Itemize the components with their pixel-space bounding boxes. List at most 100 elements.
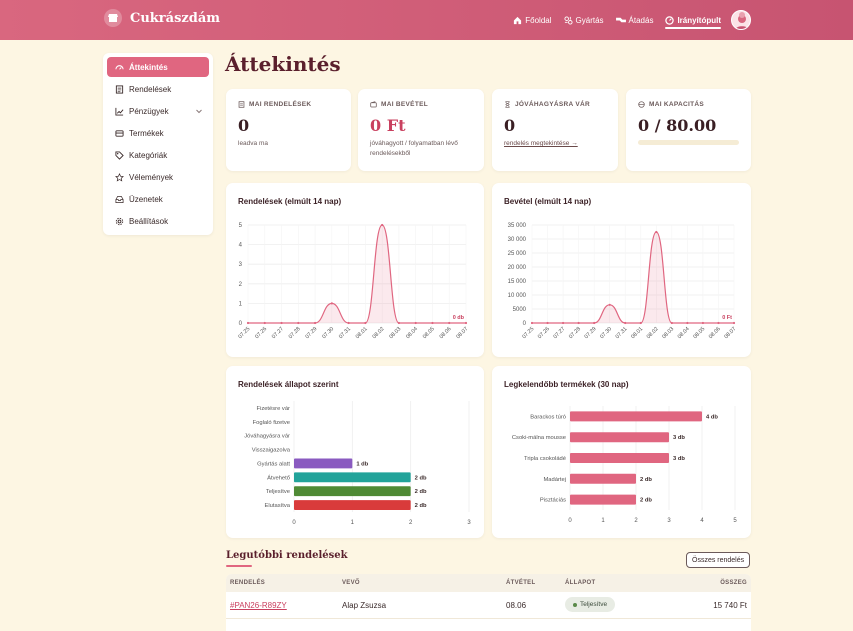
series-line (532, 231, 734, 324)
x-tick-label: 07.26 (254, 326, 268, 340)
recent-orders-table: RENDELÉS VEVŐ ÁTVÉTEL ÁLLAPOT ÖSSZEG #PA… (226, 574, 751, 631)
sidebar-item-products[interactable]: Termékek (107, 123, 209, 143)
category-label: Barackos túró (530, 414, 566, 420)
data-label: 2 db (640, 477, 652, 483)
y-tick-label: 0 (239, 321, 243, 327)
chevron-down-icon[interactable] (195, 107, 203, 115)
bar (294, 486, 411, 497)
main-nav: Főoldal Gyártás Átadás Irányítópult (513, 0, 721, 40)
x-tick-label: 07.30 (599, 326, 613, 340)
capacity-icon (638, 101, 645, 108)
nav-item-production[interactable]: Gyártás (563, 0, 604, 40)
x-tick-label: 08.04 (405, 326, 419, 340)
data-point (577, 321, 580, 325)
wallet-icon (370, 101, 377, 108)
nav-item-handover[interactable]: Átadás (615, 0, 653, 40)
x-tick-label: 08.02 (372, 326, 386, 340)
pickup-date: 08.06 (506, 601, 527, 610)
column-header[interactable]: ÁLLAPOT (565, 580, 596, 586)
category-label: Csoki-málna mousse (512, 435, 566, 441)
column-header[interactable]: ÖSSZEG (720, 580, 747, 586)
all-orders-button[interactable]: Összes rendelés (686, 552, 751, 568)
data-point (364, 321, 367, 325)
data-point (263, 321, 266, 325)
stat-label: JÓVÁHAGYÁSRA VÁR (515, 101, 590, 108)
status-label: Teljesítve (580, 601, 608, 608)
series-area (248, 225, 466, 323)
stat-sub: leadva ma (238, 140, 268, 147)
table-row[interactable] (226, 619, 751, 631)
receipt-icon (238, 101, 245, 108)
order-id-link[interactable]: #PAN26-R89ZY (230, 601, 287, 610)
sidebar-item-label: Termékek (129, 128, 164, 138)
avatar[interactable] (731, 10, 751, 30)
handover-icon (615, 17, 626, 22)
column-header[interactable]: ÁTVÉTEL (506, 580, 536, 586)
data-point (593, 321, 596, 325)
data-point (464, 321, 468, 325)
data-point (246, 321, 250, 325)
data-label: 2 db (640, 498, 652, 504)
sidebar-item-messages[interactable]: Üzenetek (107, 189, 209, 209)
status-dot (573, 602, 577, 607)
hourglass-icon (505, 101, 510, 108)
data-label: 2 db (415, 475, 427, 481)
x-tick-label: 08.03 (388, 326, 402, 340)
status-bar-chart: 0 1 2 3 Fizetésre vár Foglaló fizetve Jóváhagy… (244, 401, 471, 526)
y-tick-label: 30 000 (508, 237, 527, 243)
x-tick-label: 08.05 (692, 326, 706, 340)
sidebar-item-label: Üzenetek (129, 194, 163, 204)
data-point (431, 321, 434, 325)
x-tick-label: 08.06 (708, 326, 722, 340)
category-label: Gyártás alatt (257, 461, 290, 467)
data-point (414, 321, 417, 325)
sidebar-item-label: Beállítások (129, 216, 169, 226)
nav-label: Főoldal (525, 15, 552, 25)
y-tick-label: 3 (239, 262, 243, 268)
x-tick-label: 1 (601, 518, 605, 524)
status-badge: Teljesítve (565, 597, 616, 612)
last-value-label: 0 db (453, 315, 465, 321)
category-label: Átvehető (267, 474, 290, 481)
x-tick-label: 4 (700, 518, 704, 524)
data-point (448, 321, 451, 325)
x-tick-label: 07.31 (338, 326, 352, 340)
nav-item-home[interactable]: Főoldal (513, 0, 552, 40)
chart-card-status: Rendelések állapot szerint 0 1 2 3 Fizetésre… (226, 366, 484, 538)
category-label: Madártej (543, 477, 566, 483)
x-tick-label: 08.05 (422, 326, 436, 340)
x-tick-label: 08.07 (455, 326, 469, 340)
brand[interactable]: Cukrászdám (104, 9, 220, 27)
gauge-icon (115, 64, 124, 70)
sidebar-item-reviews[interactable]: Vélemények (107, 167, 209, 187)
list-icon (115, 84, 124, 94)
chart-card-orders: Rendelések (elmúlt 14 nap) 0 1 2 3 4 5 07.25 07… (226, 183, 484, 357)
sidebar-item-overview[interactable]: Áttekintés (107, 57, 209, 77)
top-bar: Cukrászdám Főoldal Gyártás Átadás Irányí… (0, 0, 853, 40)
dashboard-icon (665, 15, 675, 25)
table-row[interactable]: #PAN26-R89ZY Alap Zsuzsa 08.06 Teljesítv… (226, 592, 751, 619)
tag-icon (115, 150, 124, 160)
view-orders-link[interactable]: rendelés megtekintése → (504, 140, 578, 147)
data-point (330, 302, 333, 305)
last-value-label: 0 Ft (722, 315, 732, 321)
sidebar-item-finance[interactable]: Pénzügyek (107, 101, 209, 121)
chart-card-top-products: Legkelendőbb termékek (30 nap) 0 1 2 3 4 5 Bar… (492, 366, 751, 538)
x-tick-label: 5 (733, 518, 737, 524)
page-title: Áttekintés (225, 52, 341, 76)
column-header[interactable]: VEVŐ (342, 580, 360, 586)
sidebar-item-orders[interactable]: Rendelések (107, 79, 209, 99)
nav-item-dashboard[interactable]: Irányítópult (665, 0, 721, 40)
data-point (546, 321, 549, 325)
y-tick-label: 25 000 (508, 251, 527, 257)
nav-label: Irányítópult (677, 15, 721, 25)
category-label: Teljesítve (266, 489, 290, 495)
x-tick-label: 08.03 (661, 326, 675, 340)
sidebar-item-settings[interactable]: Beállítások (107, 211, 209, 231)
column-header[interactable]: RENDELÉS (230, 580, 266, 586)
sidebar-item-categories[interactable]: Kategóriák (107, 145, 209, 165)
stat-value: 0 (504, 116, 516, 135)
y-tick-label: 20 000 (508, 265, 527, 271)
y-tick-label: 2 (239, 282, 243, 288)
y-tick-label: 5000 (513, 307, 527, 313)
